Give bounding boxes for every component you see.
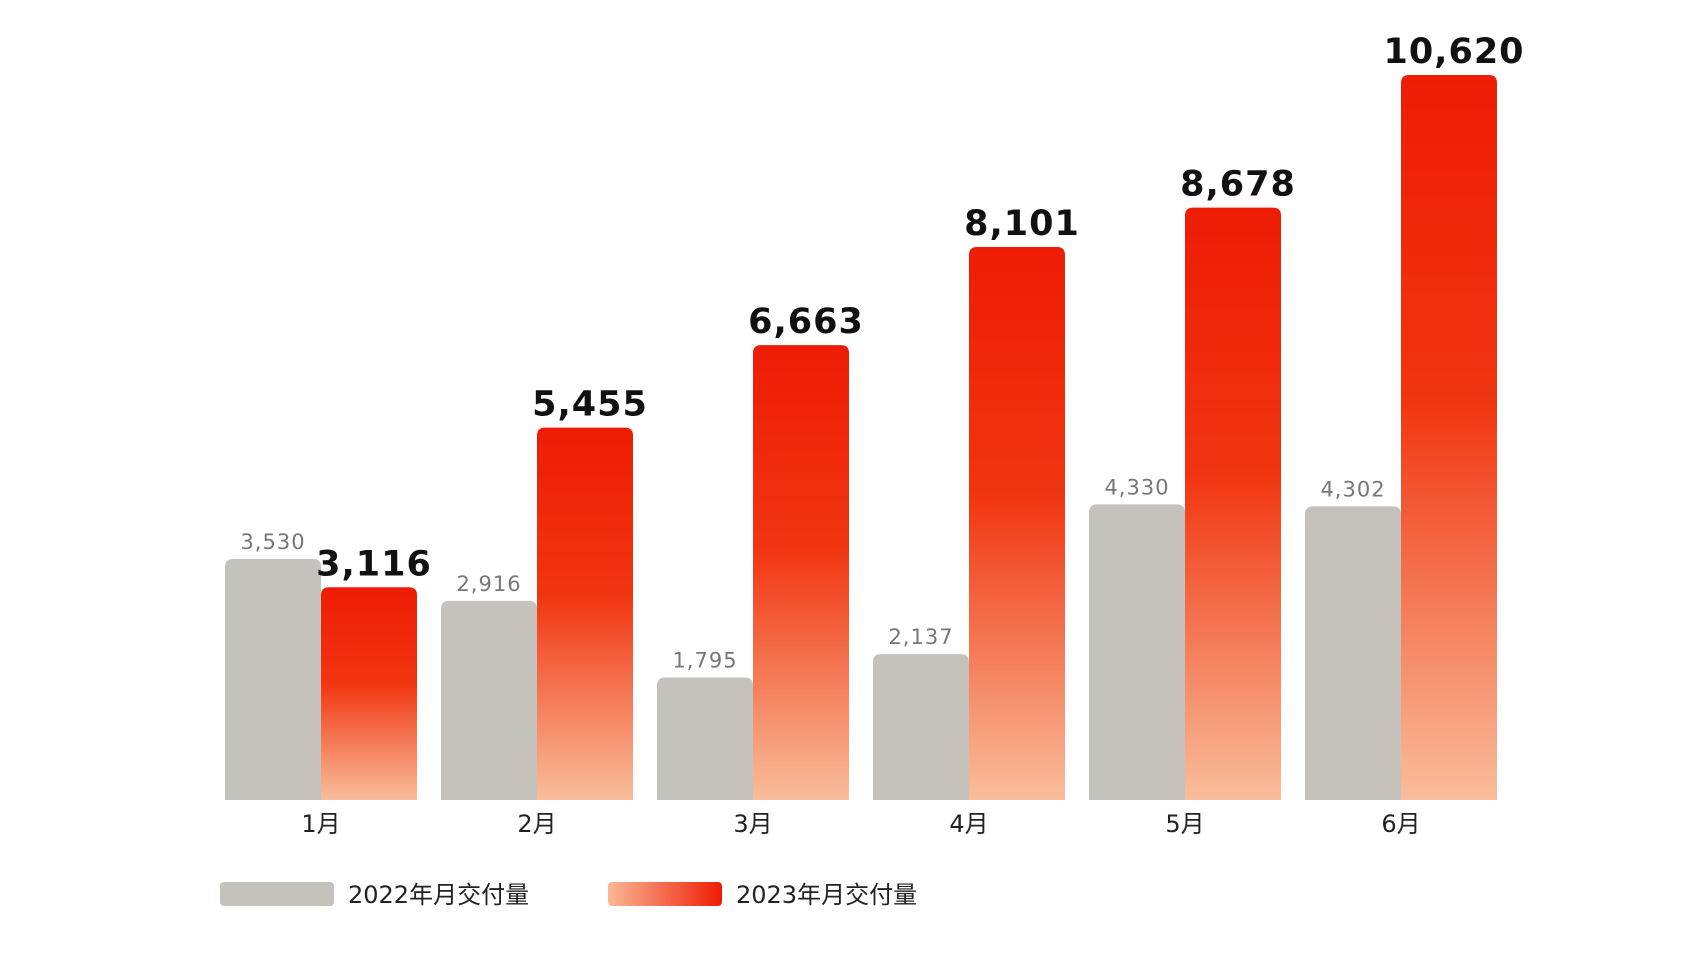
value-label: 5,455 <box>532 385 648 425</box>
legend-label: 2023年月交付量 <box>736 881 917 909</box>
x-tick-label: 4月 <box>949 810 988 838</box>
bar <box>657 677 753 800</box>
bar <box>537 427 633 800</box>
legend-label: 2022年月交付量 <box>348 881 529 909</box>
bar <box>225 559 321 800</box>
value-label: 8,101 <box>964 204 1080 244</box>
value-label: 2,137 <box>888 625 953 649</box>
legend-swatch <box>220 882 334 906</box>
bar <box>321 587 417 800</box>
value-label: 4,330 <box>1104 475 1169 499</box>
x-tick-label: 6月 <box>1381 810 1420 838</box>
value-label: 4,302 <box>1320 477 1385 501</box>
x-tick-label: 5月 <box>1165 810 1204 838</box>
bar <box>441 600 537 800</box>
legend-swatch <box>608 882 722 906</box>
value-label: 1,795 <box>672 648 737 672</box>
value-label: 2,916 <box>456 572 521 596</box>
bar <box>969 246 1065 800</box>
bar <box>1185 207 1281 801</box>
value-label: 3,530 <box>240 530 305 554</box>
value-label: 6,663 <box>748 302 864 342</box>
bar <box>1305 506 1401 800</box>
bar <box>753 345 849 800</box>
value-label: 8,678 <box>1180 165 1296 205</box>
x-tick-label: 1月 <box>301 810 340 838</box>
value-label: 3,116 <box>316 544 432 584</box>
x-tick-label: 3月 <box>733 810 772 838</box>
bar <box>873 654 969 800</box>
x-tick-label: 2月 <box>517 810 556 838</box>
bar <box>1089 504 1185 800</box>
value-label: 10,620 <box>1383 32 1524 72</box>
bar <box>1401 75 1497 800</box>
